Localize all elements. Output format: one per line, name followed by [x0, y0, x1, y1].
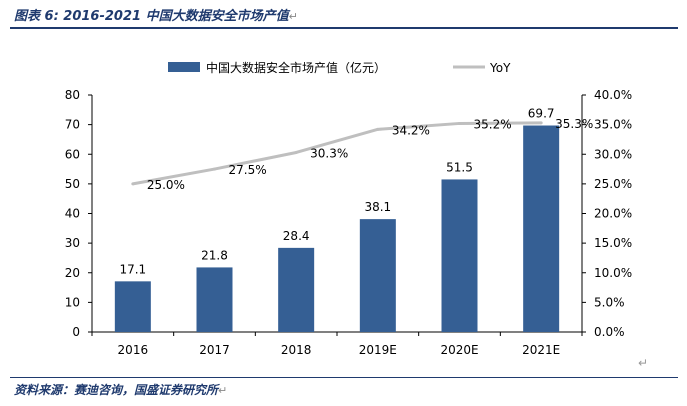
- right-tick-label: 15.0%: [594, 236, 632, 250]
- bar-value-label: 28.4: [283, 229, 310, 243]
- yoy-line: [132, 121, 542, 186]
- legend-bar-label: 中国大数据安全市场产值（亿元）: [206, 60, 386, 75]
- right-tick-label: 40.0%: [594, 88, 632, 102]
- x-tick-label: 2018: [281, 343, 312, 357]
- data-labels: 17.1 21.8 28.4 38.1 51.5 69.7 25.0% 27.5% 30.3% 3…: [119, 107, 593, 277]
- left-tick-label: 70: [65, 118, 80, 132]
- right-tick-label: 35.0%: [594, 118, 632, 132]
- chart-axes: 0 10 20 30 40 50 60 70 80 0.0% 5.0% 10.0% 15.0% 20.0%…: [65, 88, 632, 357]
- chart-legend: 中国大数据安全市场产值（亿元） YoY: [168, 60, 511, 75]
- right-tick-label: 0.0%: [594, 325, 625, 339]
- yoy-line-series: [131, 121, 543, 186]
- title-divider: [10, 27, 678, 29]
- bar-value-label: 51.5: [446, 160, 473, 174]
- bar: [114, 281, 151, 332]
- x-tick-label: 2021E: [522, 343, 560, 357]
- bar-series: [114, 125, 560, 332]
- source-divider: [10, 377, 678, 378]
- bar-value-label: 17.1: [119, 262, 146, 276]
- left-tick-label: 20: [65, 266, 80, 280]
- left-tick-label: 80: [65, 88, 80, 102]
- right-tick-label: 20.0%: [594, 207, 632, 221]
- x-tick-label: 2020E: [440, 343, 478, 357]
- left-tick-label: 10: [65, 295, 80, 309]
- yoy-point: [131, 182, 135, 186]
- x-tick-label: 2019E: [359, 343, 397, 357]
- title-return-mark: ↵: [288, 10, 298, 23]
- left-tick-label: 40: [65, 207, 80, 221]
- source-return-mark: ↵: [218, 384, 228, 397]
- yoy-point: [294, 150, 298, 154]
- left-tick-label: 30: [65, 236, 80, 250]
- bar: [359, 219, 396, 332]
- yoy-value-label: 25.0%: [147, 178, 185, 192]
- yoy-value-label: 35.2%: [474, 117, 512, 131]
- figure-source-text: 资料来源：赛迪咨询，国盛证券研究所: [14, 383, 219, 397]
- yoy-value-label: 35.3%: [555, 117, 593, 131]
- bar-value-label: 69.7: [528, 107, 555, 121]
- yoy-value-label: 30.3%: [310, 146, 348, 160]
- bar-value-label: 21.8: [201, 248, 228, 262]
- yoy-point: [458, 121, 461, 125]
- right-tick-label: 25.0%: [594, 177, 632, 191]
- left-tick-label: 50: [65, 177, 80, 191]
- left-tick-label: 0: [72, 325, 80, 339]
- yoy-point: [376, 127, 380, 131]
- yoy-value-label: 34.2%: [392, 123, 430, 137]
- legend-bar-swatch: [168, 62, 200, 72]
- bar: [278, 247, 315, 332]
- right-tick-label: 10.0%: [594, 266, 632, 280]
- right-tick-label: 30.0%: [594, 147, 632, 161]
- figure-title-text: 图表 6: 2016-2021 中国大数据安全市场产值: [14, 9, 289, 24]
- figure-title: 图表 6: 2016-2021 中国大数据安全市场产值↵: [14, 5, 298, 24]
- bar: [523, 125, 560, 332]
- legend-line-label: YoY: [489, 61, 511, 75]
- trailing-return-mark: ↵: [638, 356, 649, 370]
- yoy-point: [539, 121, 543, 125]
- left-tick-label: 60: [65, 147, 80, 161]
- bar: [196, 267, 233, 332]
- x-tick-label: 2016: [118, 343, 149, 357]
- yoy-value-label: 27.5%: [229, 163, 267, 177]
- right-tick-label: 5.0%: [594, 295, 625, 309]
- figure-source: 资料来源：赛迪咨询，国盛证券研究所↵: [14, 381, 227, 398]
- x-tick-label: 2017: [199, 343, 230, 357]
- bar: [441, 179, 478, 332]
- yoy-point: [213, 167, 216, 171]
- bar-value-label: 38.1: [364, 200, 391, 214]
